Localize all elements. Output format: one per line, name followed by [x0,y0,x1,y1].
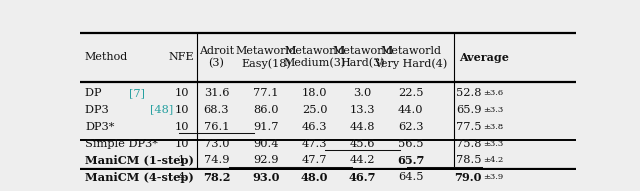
Text: 13.3: 13.3 [350,105,376,115]
Text: DP3: DP3 [85,105,113,115]
Text: 74.9: 74.9 [204,155,229,165]
Text: 56.5: 56.5 [398,138,424,149]
Text: 10: 10 [175,122,189,132]
Text: 10: 10 [175,105,189,115]
Text: 76.1: 76.1 [204,122,229,132]
Text: ±3.6: ±3.6 [483,89,503,97]
Text: 65.9: 65.9 [456,105,482,115]
Text: 48.0: 48.0 [301,172,328,183]
Text: 65.7: 65.7 [397,155,424,166]
Text: 46.7: 46.7 [349,172,376,183]
Text: 4: 4 [178,172,186,182]
Text: [48]: [48] [150,105,173,115]
Text: ManiCM (4-step): ManiCM (4-step) [85,172,194,183]
Text: ±3.3: ±3.3 [483,106,503,114]
Text: 10: 10 [175,138,189,149]
Text: [7]: [7] [129,88,145,98]
Text: ±3.8: ±3.8 [483,123,503,131]
Text: ManiCM (1-step): ManiCM (1-step) [85,155,194,166]
Text: Average: Average [460,52,509,63]
Text: DP: DP [85,88,105,98]
Text: 18.0: 18.0 [302,88,327,98]
Text: 77.1: 77.1 [253,88,279,98]
Text: 25.0: 25.0 [302,105,327,115]
Text: ±3.9: ±3.9 [483,173,503,181]
Text: 31.6: 31.6 [204,88,229,98]
Text: Metaworld
Hard(3): Metaworld Hard(3) [332,46,393,68]
Text: 10: 10 [175,88,189,98]
Text: 46.3: 46.3 [302,122,327,132]
Text: 78.5: 78.5 [456,155,482,165]
Text: 47.3: 47.3 [302,138,327,149]
Text: ±4.2: ±4.2 [483,156,503,164]
Text: 86.0: 86.0 [253,105,279,115]
Text: 47.7: 47.7 [302,155,327,165]
Text: Method: Method [85,53,128,62]
Text: 44.0: 44.0 [398,105,424,115]
Text: 78.2: 78.2 [203,172,230,183]
Text: 92.9: 92.9 [253,155,279,165]
Text: 73.0: 73.0 [204,138,229,149]
Text: 93.0: 93.0 [252,172,280,183]
Text: 75.8: 75.8 [456,138,482,149]
Text: Metaworld
Very Hard(4): Metaworld Very Hard(4) [374,46,447,69]
Text: Simple DP3*: Simple DP3* [85,138,158,149]
Text: 79.0: 79.0 [454,172,482,183]
Text: 22.5: 22.5 [398,88,424,98]
Text: 64.5: 64.5 [398,172,424,182]
Text: 3.0: 3.0 [353,88,372,98]
Text: 45.6: 45.6 [350,138,376,149]
Text: 90.4: 90.4 [253,138,279,149]
Text: ±3.3: ±3.3 [483,139,503,147]
Text: 91.7: 91.7 [253,122,279,132]
Text: 1: 1 [178,155,186,165]
Text: 62.3: 62.3 [398,122,424,132]
Text: 77.5: 77.5 [456,122,482,132]
Text: 44.2: 44.2 [350,155,376,165]
Text: 44.8: 44.8 [350,122,376,132]
Text: Adroit
(3): Adroit (3) [199,46,234,68]
Text: 52.8: 52.8 [456,88,482,98]
Text: Metaworld
Easy(18): Metaworld Easy(18) [236,46,296,69]
Text: NFE: NFE [169,53,195,62]
Text: 68.3: 68.3 [204,105,229,115]
Text: DP3*: DP3* [85,122,115,132]
Text: Metaworld
Medium(3): Metaworld Medium(3) [284,46,346,68]
